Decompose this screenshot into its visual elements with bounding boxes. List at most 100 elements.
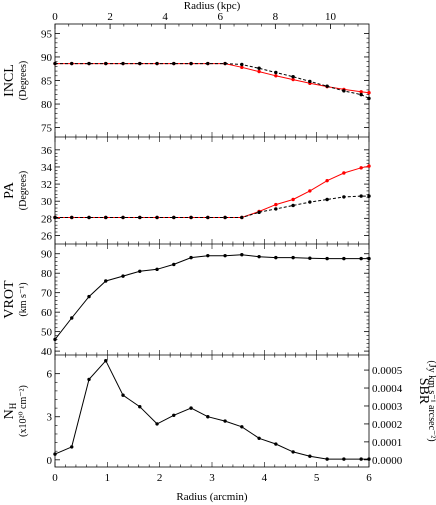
y-tick-label: 80	[41, 99, 53, 111]
data-point	[121, 393, 125, 397]
axis-ticks	[54, 24, 370, 467]
data-point	[104, 215, 108, 220]
data-point	[274, 255, 278, 260]
data-point	[189, 406, 193, 410]
data-point	[291, 255, 295, 260]
data-point	[359, 457, 363, 461]
data-point	[121, 215, 125, 220]
panel-title-incl: INCL	[2, 64, 17, 97]
data-point	[240, 62, 244, 67]
x-top-tick-label: 8	[273, 11, 279, 23]
data-point	[223, 215, 227, 220]
panel-title-pa: PA	[2, 181, 17, 199]
data-point	[308, 256, 312, 260]
data-point	[367, 96, 371, 101]
data-point	[274, 207, 278, 211]
data-point	[87, 61, 91, 66]
data-point	[155, 267, 159, 272]
right-panel-unit: (Jy km s⁻¹ arcsec⁻²)	[426, 360, 436, 441]
data-point	[359, 256, 363, 261]
x-top-tick-label: 10	[325, 11, 337, 23]
data-point	[155, 215, 159, 220]
data-point	[342, 171, 346, 175]
y-tick-label: 80	[41, 268, 53, 280]
data-point	[367, 194, 371, 198]
right-y-tick-label: 0.0001	[372, 437, 402, 449]
data-point	[104, 359, 108, 363]
data-point	[70, 445, 74, 449]
data-point	[342, 195, 346, 199]
data-point	[359, 92, 363, 97]
x-axis-bottom-label: Radius (arcmin)	[176, 491, 248, 503]
data-point	[87, 294, 91, 299]
data-point	[70, 316, 74, 320]
y-tick-label: 85	[41, 76, 53, 88]
panel-nh	[53, 359, 371, 461]
right-y-tick-label: 0.0002	[372, 419, 402, 431]
data-point	[206, 253, 210, 258]
y-tick-label: 90	[41, 249, 53, 261]
data-point	[291, 203, 295, 208]
right-y-tick-label: 0.0000	[372, 455, 403, 467]
data-point	[87, 215, 91, 220]
data-point	[223, 61, 227, 66]
series-line-nh-0	[54, 359, 369, 460]
data-point	[240, 425, 244, 429]
y-tick-label: 36	[41, 145, 53, 157]
panel-title-vrot: VROT	[2, 280, 17, 319]
data-point	[342, 256, 346, 261]
data-point	[291, 75, 295, 79]
data-point	[240, 215, 244, 220]
y-tick-label: 30	[41, 196, 53, 208]
data-point	[325, 84, 329, 88]
data-point	[308, 79, 312, 84]
series-line-incl-0	[55, 63, 370, 94]
data-point	[104, 61, 108, 66]
data-point	[325, 197, 329, 202]
x-top-tick-label: 4	[162, 11, 168, 23]
panel-pa	[53, 164, 371, 220]
data-point	[291, 450, 295, 454]
right-y-tick-label: 0.0005	[372, 365, 403, 377]
data-point	[206, 415, 210, 419]
x-bottom-tick-label: 4	[262, 472, 268, 484]
right-panel-title: SBR	[416, 378, 431, 405]
data-series	[53, 61, 371, 461]
data-point	[257, 254, 261, 259]
data-point	[172, 61, 176, 66]
data-point	[138, 269, 142, 273]
right-y-tick-label: 0.0003	[372, 401, 403, 413]
data-point	[257, 210, 261, 215]
data-point	[325, 256, 329, 261]
data-point	[53, 61, 57, 66]
y-tick-label: 0	[47, 455, 53, 467]
data-point	[325, 178, 329, 183]
data-point	[308, 189, 312, 193]
y-tick-label: 40	[41, 346, 53, 358]
x-bottom-tick-label: 2	[157, 472, 163, 484]
data-point	[70, 215, 74, 220]
data-point	[291, 77, 295, 82]
x-bottom-tick-label: 6	[366, 472, 372, 484]
x-axis-top-label: Radius (kpc)	[184, 0, 241, 12]
data-point	[189, 215, 193, 220]
panel-unit-pa: (Degrees)	[18, 171, 29, 210]
data-point	[104, 279, 108, 283]
data-point	[206, 215, 210, 220]
x-bottom-tick-label: 1	[105, 472, 111, 484]
data-point	[342, 457, 346, 461]
data-point	[138, 404, 142, 409]
data-point	[53, 337, 57, 342]
data-point	[206, 61, 210, 66]
x-bottom-tick-label: 3	[209, 472, 215, 484]
data-point	[240, 253, 244, 257]
data-point	[274, 74, 278, 78]
data-point	[325, 457, 329, 461]
x-bottom-tick-label: 0	[52, 472, 58, 484]
data-point	[367, 91, 371, 95]
y-tick-label: 90	[41, 52, 53, 64]
y-tick-label: 60	[41, 307, 53, 319]
data-point	[189, 61, 193, 66]
data-point	[274, 70, 278, 75]
